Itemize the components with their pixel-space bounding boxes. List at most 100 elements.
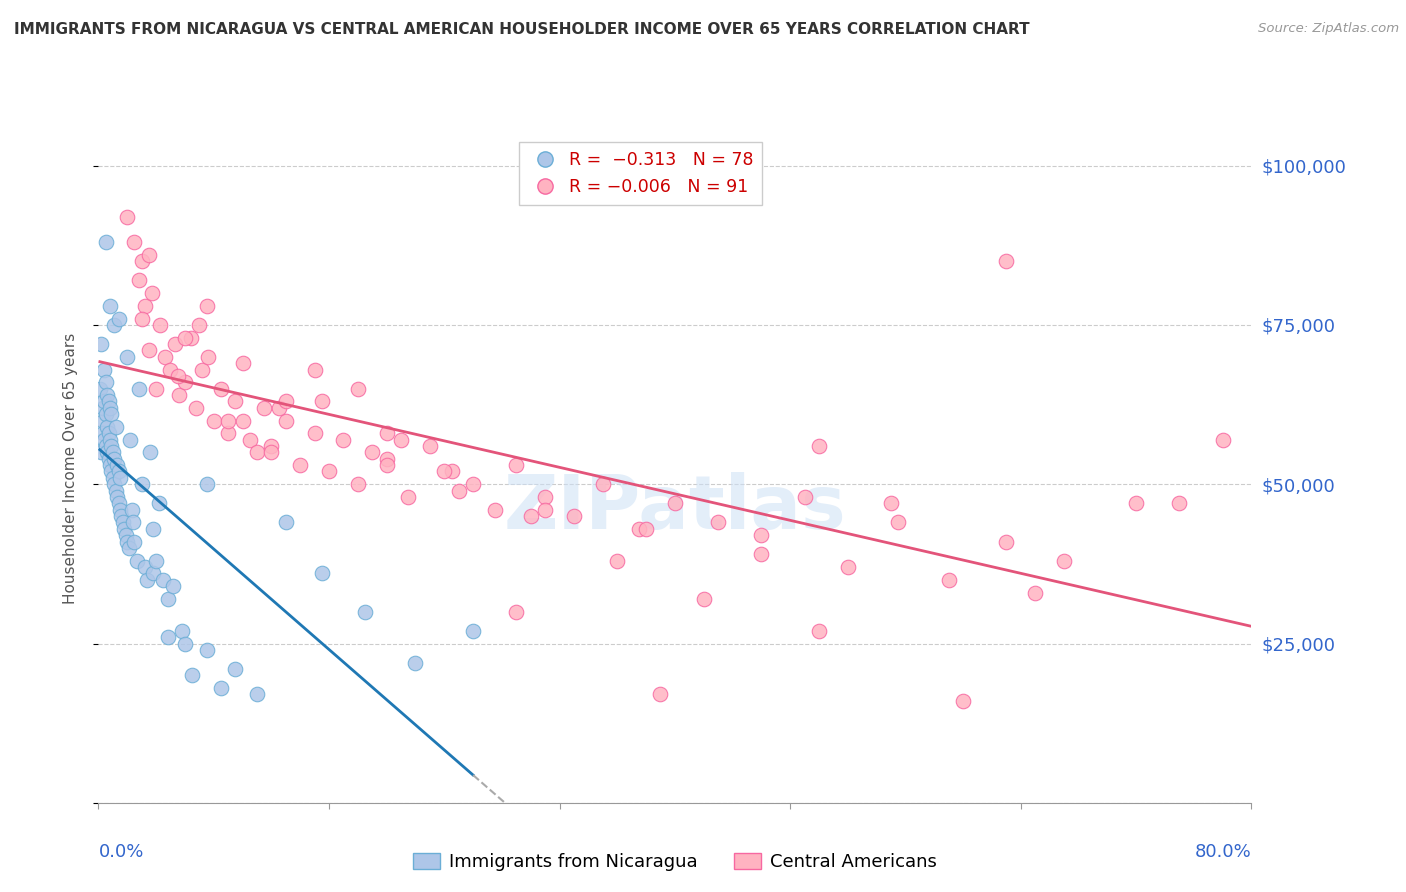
Point: [174, 636, 197, 650]
Point: [664, 496, 686, 510]
Point: [807, 624, 830, 638]
Point: [195, 477, 218, 491]
Text: Source: ZipAtlas.com: Source: ZipAtlas.com: [1258, 22, 1399, 36]
Point: [141, 286, 163, 301]
Point: [122, 516, 145, 530]
Point: [311, 566, 333, 581]
Point: [246, 445, 269, 459]
Point: [91, 426, 114, 441]
Point: [149, 318, 172, 332]
Point: [636, 522, 658, 536]
Point: [94, 376, 117, 390]
Point: [89, 382, 111, 396]
Legend: Immigrants from Nicaragua, Central Americans: Immigrants from Nicaragua, Central Ameri…: [406, 846, 943, 879]
Point: [100, 407, 122, 421]
Point: [606, 554, 628, 568]
Point: [96, 445, 118, 459]
Point: [128, 382, 150, 396]
Point: [174, 331, 197, 345]
Point: [90, 337, 112, 351]
Point: [170, 624, 193, 638]
Point: [124, 235, 146, 249]
Point: [98, 401, 121, 415]
Point: [107, 311, 129, 326]
Point: [108, 502, 131, 516]
Point: [274, 394, 297, 409]
Point: [447, 483, 470, 498]
Point: [94, 439, 117, 453]
Point: [260, 439, 283, 453]
Point: [995, 254, 1018, 268]
Point: [121, 502, 143, 516]
Point: [90, 445, 112, 459]
Point: [142, 522, 165, 536]
Point: [128, 273, 150, 287]
Point: [152, 573, 174, 587]
Text: 80.0%: 80.0%: [1195, 843, 1251, 861]
Point: [104, 483, 127, 498]
Point: [837, 560, 859, 574]
Point: [290, 458, 312, 472]
Point: [195, 299, 218, 313]
Point: [389, 433, 412, 447]
Text: ZIPatlas: ZIPatlas: [503, 472, 846, 545]
Point: [93, 433, 115, 447]
Point: [318, 465, 340, 479]
Point: [274, 516, 297, 530]
Point: [231, 413, 254, 427]
Point: [117, 534, 139, 549]
Point: [304, 362, 326, 376]
Point: [118, 541, 141, 555]
Point: [505, 605, 527, 619]
Point: [693, 591, 716, 606]
Point: [107, 465, 129, 479]
Point: [148, 496, 170, 510]
Point: [952, 694, 974, 708]
Point: [887, 516, 910, 530]
Point: [186, 401, 208, 415]
Point: [627, 522, 650, 536]
Point: [163, 337, 186, 351]
Point: [253, 401, 276, 415]
Point: [650, 688, 672, 702]
Point: [142, 566, 165, 581]
Point: [136, 573, 159, 587]
Point: [93, 362, 115, 376]
Point: [104, 420, 127, 434]
Point: [100, 465, 122, 479]
Point: [217, 426, 239, 441]
Point: [202, 413, 225, 427]
Point: [195, 643, 218, 657]
Point: [96, 388, 118, 402]
Point: [98, 433, 121, 447]
Point: [156, 630, 179, 644]
Point: [112, 522, 135, 536]
Point: [562, 509, 585, 524]
Point: [433, 465, 456, 479]
Point: [332, 433, 354, 447]
Point: [96, 420, 118, 434]
Point: [311, 394, 333, 409]
Point: [111, 516, 134, 530]
Point: [105, 458, 128, 472]
Y-axis label: Householder Income Over 65 years: Householder Income Over 65 years: [63, 333, 77, 604]
Point: [209, 382, 232, 396]
Point: [156, 591, 179, 606]
Point: [181, 668, 204, 682]
Point: [117, 210, 139, 224]
Point: [751, 528, 773, 542]
Text: 0.0%: 0.0%: [98, 843, 143, 861]
Point: [938, 573, 960, 587]
Point: [274, 413, 297, 427]
Point: [534, 490, 557, 504]
Point: [103, 318, 125, 332]
Point: [484, 502, 506, 516]
Point: [1053, 554, 1076, 568]
Point: [97, 451, 120, 466]
Point: [461, 477, 484, 491]
Point: [103, 451, 125, 466]
Point: [217, 413, 239, 427]
Point: [107, 496, 129, 510]
Point: [793, 490, 815, 504]
Point: [1024, 585, 1046, 599]
